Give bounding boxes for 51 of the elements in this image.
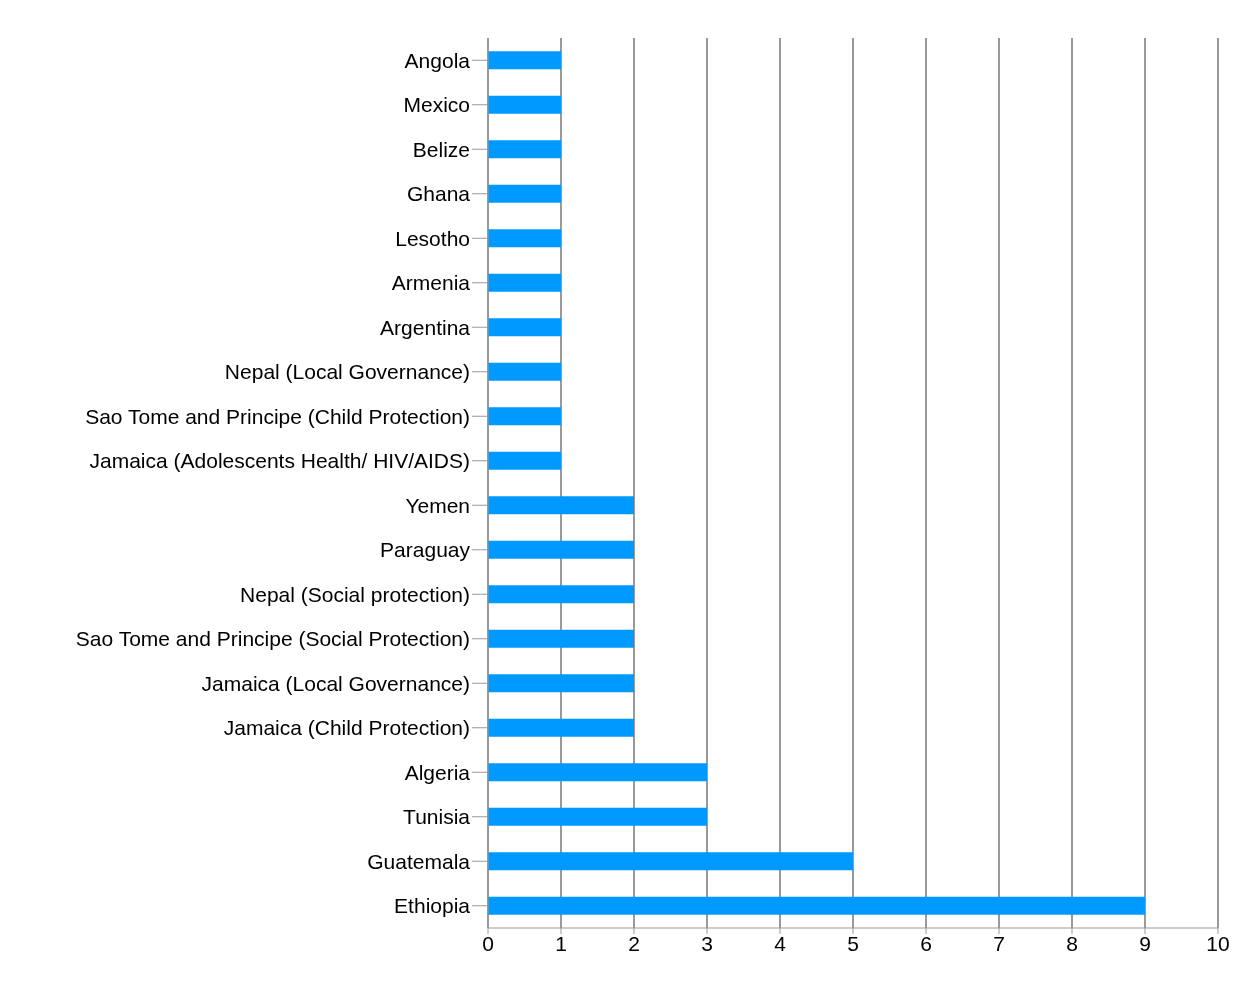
y-tick-label: Tunisia	[403, 805, 471, 829]
x-tick-label: 9	[1139, 931, 1151, 955]
y-tick-label: Nepal (Local Governance)	[224, 360, 470, 384]
bar	[488, 451, 561, 470]
x-tick-label: 6	[920, 931, 932, 955]
bar	[488, 718, 634, 737]
y-tick-label: Nepal (Social protection)	[240, 582, 470, 606]
x-tick-label: 0	[482, 931, 494, 955]
bar	[488, 318, 561, 337]
bar	[488, 674, 634, 693]
x-tick-label: 2	[628, 931, 640, 955]
bar	[488, 273, 561, 292]
bar	[488, 496, 634, 515]
y-tick-label: Sao Tome and Principe (Social Protection)	[75, 627, 470, 651]
bar	[488, 229, 561, 248]
bar	[488, 95, 561, 114]
y-tick-label: Mexico	[403, 93, 470, 117]
x-tick-label: 3	[701, 931, 713, 955]
y-tick-label: Jamaica (Child Protection)	[223, 716, 470, 740]
y-tick-label: Belize	[412, 137, 470, 161]
x-tick-label: 10	[1206, 931, 1230, 955]
x-tick-label: 8	[1066, 931, 1078, 955]
y-tick-label: Sao Tome and Principe (Child Protection)	[85, 404, 470, 428]
bar	[488, 585, 634, 604]
x-tick-label: 7	[993, 931, 1005, 955]
bar	[488, 763, 707, 782]
y-tick-label: Yemen	[405, 493, 470, 517]
bar	[488, 184, 561, 203]
bar	[488, 852, 853, 871]
bar	[488, 407, 561, 426]
y-tick-label: Argentina	[380, 315, 471, 339]
bar	[488, 896, 1145, 915]
y-tick-label: Angola	[404, 48, 471, 72]
y-tick-label: Ghana	[406, 182, 471, 206]
y-tick-label: Algeria	[404, 760, 471, 784]
bar	[488, 51, 561, 70]
x-tick-label: 1	[555, 931, 567, 955]
x-tick-label: 4	[774, 931, 787, 955]
y-tick-label: Armenia	[391, 271, 471, 295]
y-tick-label: Lesotho	[395, 226, 470, 250]
bar	[488, 540, 634, 559]
bar	[488, 629, 634, 648]
y-tick-label: Jamaica (Local Governance)	[201, 671, 470, 695]
y-tick-label: Ethiopia	[394, 894, 471, 918]
y-tick-label: Paraguay	[380, 538, 471, 562]
bar	[488, 807, 707, 826]
y-tick-label: Jamaica (Adolescents Health/ HIV/AIDS)	[89, 449, 470, 473]
x-tick-label: 5	[847, 931, 859, 955]
bar	[488, 140, 561, 159]
bar	[488, 362, 561, 381]
y-tick-label: Guatemala	[367, 849, 471, 873]
